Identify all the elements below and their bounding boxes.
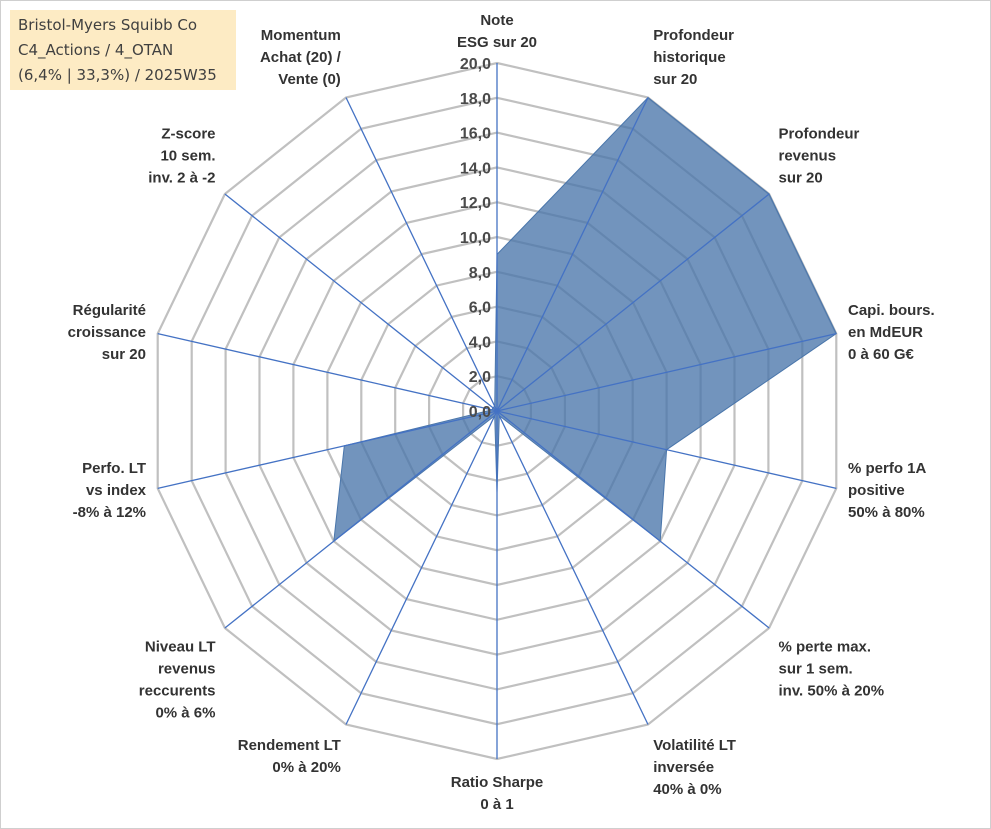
axis-spoke [345,97,498,412]
axis-label: Niveau LT revenus reccurents 0% à 6% [139,639,216,722]
title-category: C4_Actions / 4_OTAN [18,41,174,59]
axis-label: Ratio Sharpe 0 à 1 [451,774,544,813]
axis-spoke [496,193,770,412]
series-area [333,96,837,543]
tick-label: 14,0 [460,160,491,177]
axis-spoke [224,410,498,629]
axis-label: Momentum Achat (20) / Vente (0) [260,27,342,88]
axis-label: Profondeur revenus sur 20 [779,125,860,186]
axis-spoke [496,410,837,490]
axis-label: Volatilité LT inversée 40% à 0% [653,737,736,798]
axis-spoke [496,332,837,412]
series-layer [333,96,837,543]
title-company: Bristol-Myers Squibb Co [18,16,198,34]
axis-label: % perte max. sur 1 sem. inv. 50% à 20% [779,639,885,700]
title-stats: (6,4% | 33,3%) / 2025W35 [18,66,217,84]
axis-spoke [496,410,649,725]
label-layer: Note ESG sur 20 Profondeur historique sur 20… [68,12,935,813]
title-box: Bristol-Myers Squibb Co C4_Actions / 4_O… [10,10,236,90]
tick-label: 10,0 [460,230,491,247]
tick-label: 16,0 [460,126,491,143]
axis-spoke [496,97,649,412]
axis-label: Z-score 10 sem. inv. 2 à -2 [148,125,215,186]
tick-label: 2,0 [469,369,491,386]
axis-spoke [345,410,498,725]
axis-label: % perfo 1A positive 50% à 80% [848,460,927,521]
tick-label: 20,0 [460,56,491,73]
spoke-layer [157,63,837,759]
axis-spoke [224,193,498,412]
axis-label: Capi. bours. en MdEUR 0 à 60 G€ [848,302,935,363]
tick-label: 0,0 [469,404,491,421]
tick-layer: 0,0 2,0 4,0 6,0 8,0 10,0 12,0 14,0 16,0 18,0 20,0 [460,56,491,421]
tick-label: 4,0 [469,334,491,351]
tick-label: 12,0 [460,195,491,212]
axis-spoke [496,410,770,629]
tick-label: 6,0 [469,300,491,317]
axis-spoke [157,332,498,412]
axis-label: Régularité croissance sur 20 [68,302,146,363]
axis-label: Perfo. LT vs index -8% à 12% [73,460,147,521]
axis-label: Profondeur historique sur 20 [653,27,734,88]
axis-label: Note ESG sur 20 [457,12,537,51]
axis-spoke [157,410,498,490]
tick-label: 18,0 [460,91,491,108]
tick-label: 8,0 [469,265,491,282]
axis-label: Rendement LT 0% à 20% [238,737,341,776]
